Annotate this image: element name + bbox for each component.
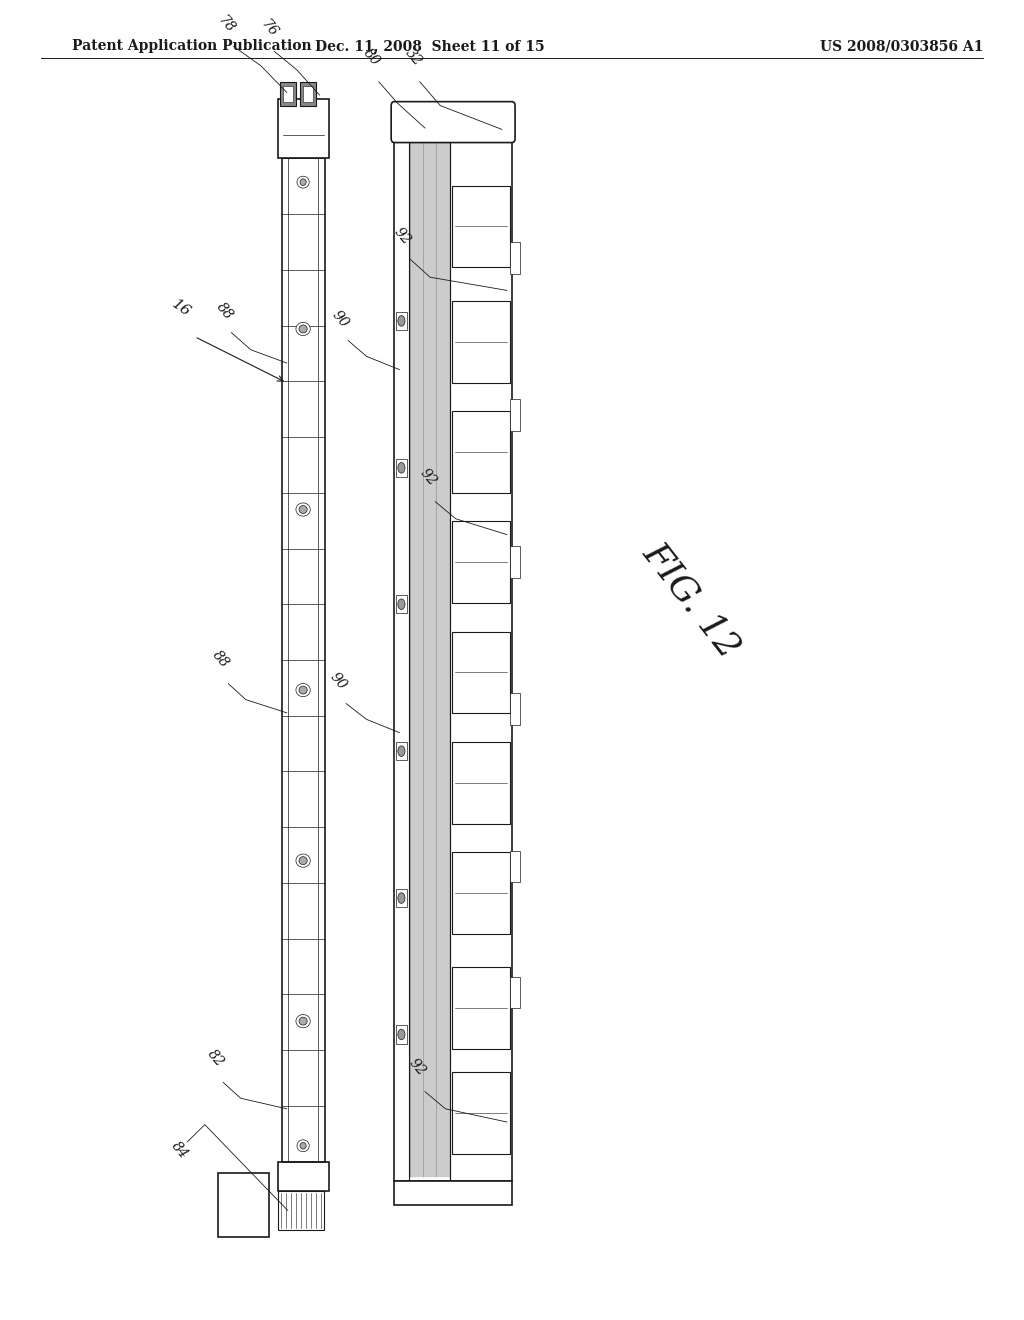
Ellipse shape [397, 599, 406, 610]
Ellipse shape [397, 1030, 406, 1040]
Ellipse shape [300, 180, 306, 186]
Ellipse shape [296, 684, 310, 697]
Ellipse shape [299, 506, 307, 513]
Bar [510, 400, 520, 432]
Text: 76: 76 [258, 17, 281, 40]
Bar [396, 742, 407, 760]
Bar [396, 1026, 407, 1044]
Text: 16: 16 [169, 297, 193, 319]
FancyBboxPatch shape [391, 102, 515, 143]
Ellipse shape [299, 325, 307, 333]
Bar [300, 82, 316, 106]
Ellipse shape [397, 315, 406, 326]
Bar [278, 1162, 329, 1191]
Bar [452, 186, 510, 268]
Bar [452, 411, 510, 492]
Ellipse shape [300, 1142, 306, 1148]
Ellipse shape [299, 1018, 307, 1026]
Text: 32: 32 [402, 46, 425, 69]
Bar [278, 99, 329, 158]
Ellipse shape [297, 177, 309, 189]
Bar [452, 742, 510, 824]
Text: 80: 80 [360, 46, 383, 69]
Bar [452, 301, 510, 383]
Text: Dec. 11, 2008  Sheet 11 of 15: Dec. 11, 2008 Sheet 11 of 15 [315, 40, 545, 53]
Text: 92: 92 [391, 224, 414, 247]
Bar [510, 977, 520, 1008]
Bar [396, 458, 407, 477]
Ellipse shape [397, 892, 406, 903]
Bar [396, 312, 407, 330]
Bar [510, 242, 520, 273]
Text: 88: 88 [213, 300, 236, 322]
Ellipse shape [397, 746, 406, 756]
Ellipse shape [397, 462, 406, 473]
Text: US 2008/0303856 A1: US 2008/0303856 A1 [819, 40, 983, 53]
Bar [452, 631, 510, 713]
Ellipse shape [296, 854, 310, 867]
Text: Patent Application Publication: Patent Application Publication [72, 40, 311, 53]
Bar [394, 132, 512, 1181]
Bar [278, 1191, 324, 1230]
Bar [218, 1173, 269, 1237]
Text: 82: 82 [205, 1047, 227, 1069]
Bar [396, 595, 407, 614]
Bar [396, 888, 407, 907]
Text: 84: 84 [169, 1139, 191, 1162]
Bar [282, 158, 325, 1162]
Ellipse shape [296, 322, 310, 335]
Bar [510, 851, 520, 883]
Ellipse shape [297, 1139, 309, 1151]
Bar [510, 693, 520, 725]
Text: 92: 92 [417, 466, 439, 488]
Ellipse shape [296, 503, 310, 516]
Bar [452, 521, 510, 603]
Ellipse shape [299, 857, 307, 865]
Text: 92: 92 [407, 1056, 429, 1078]
Bar [452, 1072, 510, 1154]
Text: 88: 88 [210, 648, 232, 671]
Text: 90: 90 [328, 669, 350, 692]
Bar [280, 82, 296, 106]
Text: 90: 90 [330, 308, 352, 330]
Text: 78: 78 [215, 13, 238, 36]
Bar [452, 968, 510, 1049]
Bar [452, 851, 510, 933]
Bar [283, 86, 293, 102]
Ellipse shape [299, 686, 307, 694]
Bar [510, 546, 520, 578]
Bar [394, 1181, 512, 1205]
Text: FIG. 12: FIG. 12 [636, 536, 746, 665]
Ellipse shape [296, 1015, 310, 1028]
Bar [303, 86, 313, 102]
